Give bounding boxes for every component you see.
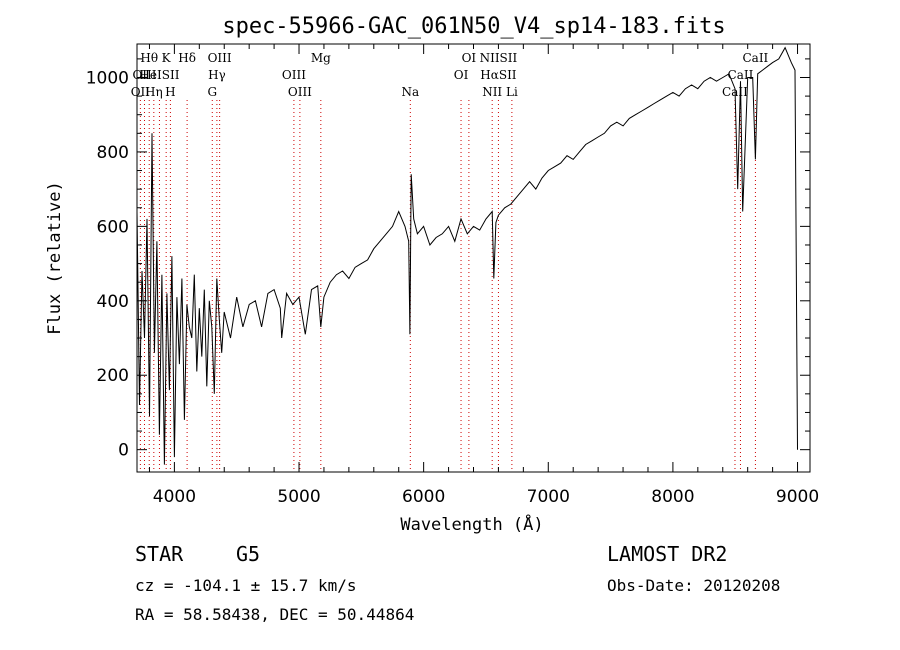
- spectral-marker-label: OII: [131, 85, 151, 99]
- spectral-marker-lines: [139, 100, 756, 472]
- x-tick-label: 4000: [153, 487, 196, 507]
- spectrum-series-line: [137, 46, 798, 465]
- redshift-readout: cz = -104.1 ± 15.7 km/s: [135, 576, 357, 595]
- y-tick-label: 800: [97, 143, 129, 163]
- x-tick-label: 7000: [527, 487, 570, 507]
- spectral-marker-label: Li: [506, 85, 518, 99]
- spectral-marker-label: CaII: [742, 51, 768, 65]
- spectral-marker-label: OIII: [208, 51, 232, 65]
- spectral-marker-label: OI: [454, 68, 469, 82]
- y-tick-label: 200: [97, 366, 129, 386]
- survey-name: LAMOST DR2: [607, 542, 727, 566]
- object-subclass: G5: [236, 542, 260, 566]
- spectral-marker-label: OIII: [288, 85, 312, 99]
- y-tick-label: 0: [118, 441, 129, 461]
- x-tick-label: 8000: [651, 487, 694, 507]
- chart-title: spec-55966-GAC_061N50_V4_sp14-183.fits: [222, 14, 725, 39]
- spectral-marker-label: Mg: [311, 51, 331, 65]
- y-axis-ticks: 0 200 400 600 800 1000: [86, 58, 810, 461]
- spectral-marker-label: CaII: [728, 68, 754, 82]
- spectral-marker-label: HαSII: [480, 68, 517, 82]
- spectral-marker-label: HeISII: [139, 68, 179, 82]
- coordinates-readout: RA = 58.58438, DEC = 50.44864: [135, 605, 414, 624]
- spectral-marker-label: OIII: [132, 68, 156, 82]
- y-axis-label: Flux (relative): [45, 181, 65, 335]
- spectral-marker-label: Na: [401, 85, 419, 99]
- spectral-marker-label: K: [162, 51, 172, 65]
- spectral-marker-label: Hδ: [178, 51, 196, 65]
- y-tick-label: 400: [97, 292, 129, 312]
- y-tick-label: 1000: [86, 68, 129, 88]
- observation-date: Obs-Date: 20120208: [607, 576, 780, 595]
- x-axis-label: Wavelength (Å): [400, 513, 543, 535]
- y-tick-label: 600: [97, 217, 129, 237]
- spectral-marker-label: Hθ: [140, 51, 158, 65]
- spectral-marker-label: G: [207, 85, 217, 99]
- spectral-marker-label: NIISII: [480, 51, 518, 65]
- spectral-marker-label: H: [165, 85, 175, 99]
- spectral-marker-label: NII: [482, 85, 502, 99]
- x-tick-label: 9000: [776, 487, 819, 507]
- x-axis-ticks: 4000 5000 6000 7000 8000 9000: [148, 44, 819, 507]
- spectral-marker-label: OIII: [282, 68, 306, 82]
- spectral-marker-label: OI: [462, 51, 477, 65]
- object-class: STAR: [135, 542, 184, 566]
- plot-frame: [136, 43, 811, 473]
- x-tick-label: 5000: [277, 487, 320, 507]
- spectral-marker-label: Hγ: [208, 68, 226, 82]
- spectral-marker-label: Hη: [145, 85, 163, 99]
- x-tick-label: 6000: [402, 487, 445, 507]
